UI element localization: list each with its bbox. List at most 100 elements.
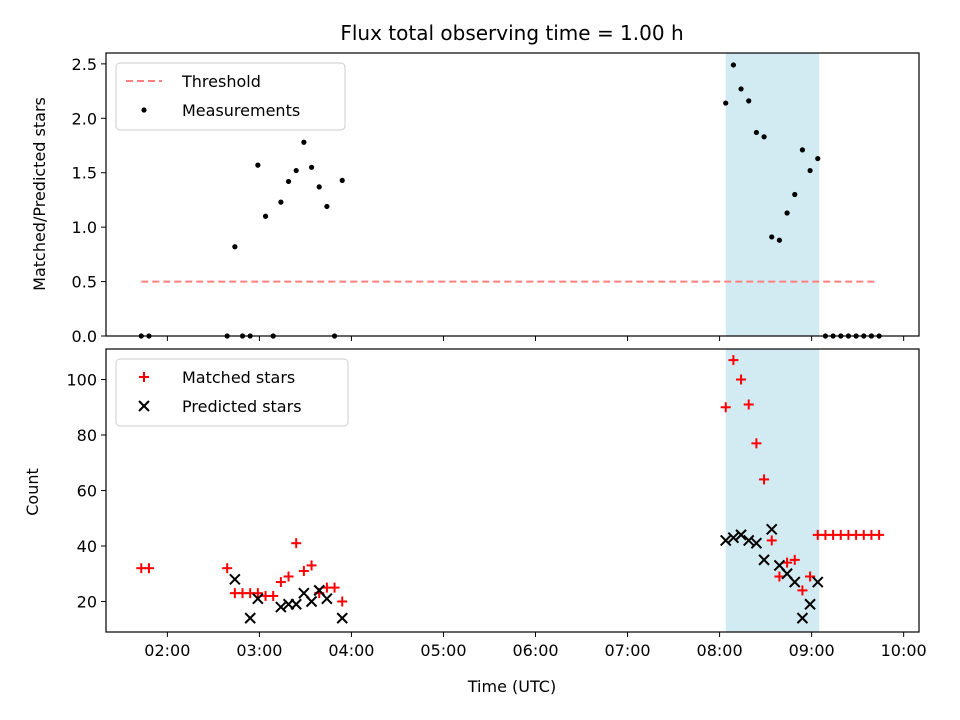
legend-handle: [139, 372, 149, 382]
predicted-star-point: [290, 598, 302, 610]
shaded-span: [725, 53, 820, 336]
measurement-point: [285, 178, 292, 185]
matched-star-point: [874, 529, 885, 540]
legend: Threshold Measurements: [115, 62, 346, 131]
measurement-point: [761, 134, 767, 140]
predicted-star-point: [275, 601, 287, 613]
predicted-star-point: [789, 576, 801, 588]
x-tick-label: 10:00: [881, 641, 927, 660]
y-tick-label: 60: [77, 482, 97, 501]
y-tick-label: 2.0: [72, 109, 97, 128]
matched-star-point: [751, 438, 762, 449]
x-tick-label: 05:00: [420, 641, 466, 660]
x-tick-label: 03:00: [236, 641, 282, 660]
measurement-point: [255, 162, 261, 168]
y-tick-label: 0.5: [72, 273, 97, 292]
predicted-star-point: [758, 554, 770, 566]
top-ylabel: Matched/Predicted stars: [30, 97, 49, 291]
predicted-star-point: [252, 592, 264, 605]
legend-box: [115, 358, 349, 427]
matched-star-point: [766, 535, 777, 546]
matched-star-point: [143, 563, 154, 574]
matched-star-point: [222, 563, 233, 574]
measurement-point: [339, 177, 345, 183]
y-tick-label: 1.5: [72, 164, 97, 183]
matched-star-point: [283, 571, 294, 582]
predicted-star-point: [735, 529, 747, 541]
matched-star-point: [329, 582, 340, 593]
matched-star-point: [789, 554, 800, 565]
measurement-point: [776, 237, 783, 243]
legend-label: Measurements: [182, 101, 300, 120]
figure-title: Flux total observing time = 1.00 h: [340, 21, 683, 45]
measurement-point: [324, 203, 330, 210]
predicted-star-point: [766, 523, 778, 536]
y-tick-label: 80: [77, 426, 97, 445]
predicted-star-point: [336, 612, 348, 624]
measurement-point: [784, 210, 790, 216]
predicted-star-point: [750, 537, 763, 549]
measurement-point: [807, 167, 813, 174]
measurement-point: [753, 129, 760, 136]
x-axis-label: Time (UTC): [467, 677, 556, 696]
legend-box: [115, 62, 346, 131]
legend-label: Matched stars: [182, 368, 295, 387]
measurement-point: [308, 164, 315, 170]
x-tick-label: 07:00: [604, 641, 650, 660]
legend: Matched stars Predicted stars: [115, 358, 349, 427]
predicted-star-point: [727, 531, 740, 544]
measurement-point: [815, 155, 821, 162]
y-tick-label: 100: [66, 371, 97, 390]
matched-star-point: [291, 538, 302, 549]
legend-handle: [141, 107, 147, 113]
y-tick-label: 0.0: [72, 327, 97, 346]
bottom-ylabel: Count: [23, 468, 42, 516]
x-tick-label: 08:00: [697, 641, 743, 660]
axes-frame: [105, 52, 920, 337]
matched-star-point: [275, 577, 286, 588]
x-tick-label: 06:00: [512, 641, 558, 660]
measurement-point: [792, 191, 798, 198]
bottom-panel: 20 40 60 80 100 02:00 03:00 04:00 05:00 06:00 07:0…: [66, 348, 927, 660]
matched-star-point: [743, 399, 754, 410]
measurement-point: [723, 100, 729, 106]
matched-star-point: [736, 374, 747, 385]
top-panel: 0.0 0.5 1.0 1.5 2.0 2.5 Threshold Measurements: [72, 52, 920, 346]
measurement-point: [316, 184, 322, 190]
measurement-point: [278, 199, 284, 205]
predicted-star-point: [812, 576, 824, 588]
measurement-point: [799, 147, 806, 153]
shaded-span: [725, 349, 820, 632]
predicted-star-point: [743, 534, 755, 547]
predicted-star-point: [229, 573, 241, 585]
predicted-star-point: [244, 612, 256, 624]
x-tick-label: 02:00: [144, 641, 190, 660]
measurement-point: [301, 139, 307, 145]
matched-star-point: [728, 355, 739, 366]
legend-label: Threshold: [181, 72, 261, 91]
measurement-point: [769, 234, 775, 240]
measurement-point: [730, 62, 736, 68]
matched-star-point: [774, 571, 785, 582]
x-tick-label: 04:00: [328, 641, 374, 660]
predicted-star-point: [321, 592, 333, 605]
measurement-point: [232, 244, 238, 250]
x-tick-label: 09:00: [789, 641, 835, 660]
legend-label: Predicted stars: [182, 397, 302, 416]
matched-star-point: [268, 590, 279, 601]
predicted-star-point: [796, 612, 809, 624]
matched-star-point: [759, 474, 770, 485]
matched-star-point: [782, 557, 793, 568]
predicted-star-point: [804, 598, 816, 610]
matched-star-point: [337, 596, 348, 607]
measurement-point: [738, 86, 744, 92]
matched-star-point: [306, 560, 317, 571]
y-tick-label: 1.0: [72, 218, 97, 237]
y-tick-label: 20: [77, 592, 97, 611]
measurement-point: [746, 98, 752, 104]
matched-star-point: [252, 588, 263, 599]
measurement-point: [293, 167, 299, 174]
y-tick-label: 40: [77, 537, 97, 556]
measurement-point: [262, 213, 269, 219]
